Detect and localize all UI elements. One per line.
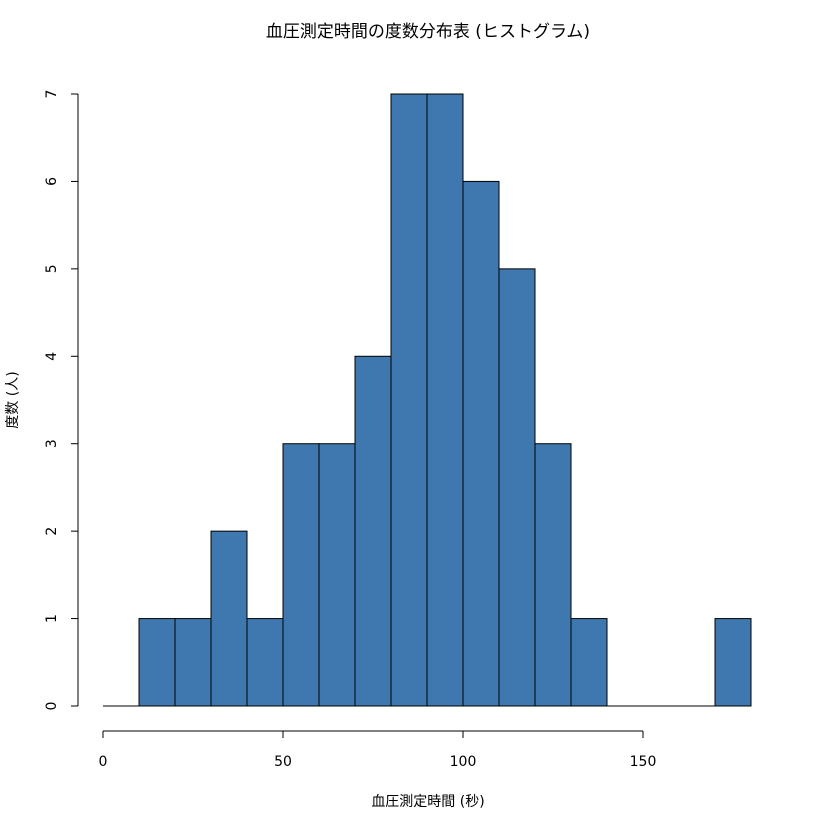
y-tick-label: 1 (44, 614, 60, 623)
histogram-bar (426, 93, 464, 707)
x-tick-label: 0 (99, 754, 108, 770)
y-axis: 0 1 2 3 4 5 6 7 (44, 90, 79, 711)
x-tick-label: 100 (450, 754, 477, 770)
histogram-bar (354, 355, 392, 707)
x-axis: 0 50 100 150 (99, 730, 657, 770)
histogram-bar (246, 618, 284, 707)
histogram-bar (390, 93, 428, 707)
histogram-bar (174, 618, 212, 707)
x-tick-label: 50 (274, 754, 292, 770)
histogram-bar (498, 268, 536, 707)
y-tick-label: 2 (44, 527, 60, 536)
x-tick-label: 150 (630, 754, 657, 770)
bars-group (103, 93, 752, 707)
chart-title: 血圧測定時間の度数分布表 (ヒストグラム) (266, 22, 590, 42)
histogram-bar (534, 443, 572, 707)
histogram-bar (318, 443, 356, 707)
histogram-bar (210, 530, 248, 707)
y-axis-label: 度数 (人) (5, 371, 21, 428)
y-tick-label: 0 (44, 702, 60, 711)
histogram-bar (282, 443, 320, 707)
histogram-bar (570, 618, 608, 707)
y-tick-label: 3 (44, 439, 60, 448)
y-tick-label: 6 (44, 177, 60, 186)
y-tick-label: 7 (44, 90, 60, 99)
y-tick-label: 5 (44, 264, 60, 273)
histogram-bar (138, 618, 176, 707)
x-axis-label: 血圧測定時間 (秒) (371, 794, 484, 810)
histogram-bar (714, 618, 752, 707)
histogram-bar (462, 180, 500, 707)
y-tick-label: 4 (44, 352, 60, 361)
